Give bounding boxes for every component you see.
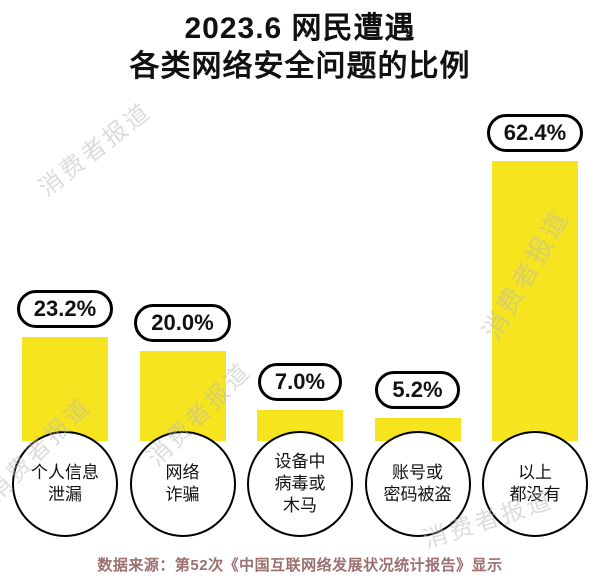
chart-title-line1: 2023.6 网民遭遇 [184, 12, 416, 45]
category-label: 个人信息 泄漏 [12, 431, 118, 537]
bar [139, 351, 226, 441]
category-label-line: 个人信息 [31, 462, 99, 482]
category-label-line: 木马 [283, 496, 317, 516]
category-label-line: 泄漏 [48, 485, 82, 504]
category-label-line: 病毒或 [274, 473, 326, 493]
category-label: 账号或 密码被盗 [364, 431, 471, 537]
data-source-note: 数据来源：第52次《中国互联网络发展状况统计报告》显示 [97, 557, 503, 574]
category-label-line: 都没有 [509, 485, 561, 504]
value-label: 62.4% [486, 114, 584, 152]
bar-group: 62.4% 以上都没有 [478, 114, 592, 537]
category-label: 设备中 病毒或 木马 [247, 431, 353, 537]
value-label: 20.0% [134, 304, 231, 342]
category-label-line: 诈骗 [165, 485, 200, 504]
bar-chart: 23.2% 个人信息泄漏 20.0% 网络诈骗 7.0% 设备中 病毒或木马 5.2% 账号或密… [0, 89, 600, 537]
bar-group: 20.0% 网络诈骗 [126, 304, 240, 537]
bar-group: 7.0% 设备中 病毒或木马 [243, 363, 357, 537]
category-label-line: 设备中 [274, 451, 326, 471]
category-label-line: 账号或 [392, 462, 443, 482]
chart-title-line2: 各类网络安全问题的比例 [129, 50, 471, 84]
bar-group: 23.2% 个人信息泄漏 [8, 290, 122, 537]
value-label: 5.2% [375, 371, 460, 409]
category-label-line: 以上 [518, 462, 552, 482]
value-label: 7.0% [257, 363, 343, 401]
chart-title: 2023.6 网民遭遇 各类网络安全问题的比例 [0, 0, 600, 87]
bar [22, 337, 108, 441]
value-label: 23.2% [16, 290, 114, 328]
bar-group: 5.2% 账号或密码被盗 [361, 371, 475, 537]
category-label-line: 密码被盗 [383, 485, 452, 504]
bar [492, 161, 578, 441]
category-label: 网络 诈骗 [129, 431, 236, 537]
category-label-line: 网络 [165, 462, 200, 482]
category-label: 以上 都没有 [482, 431, 588, 537]
